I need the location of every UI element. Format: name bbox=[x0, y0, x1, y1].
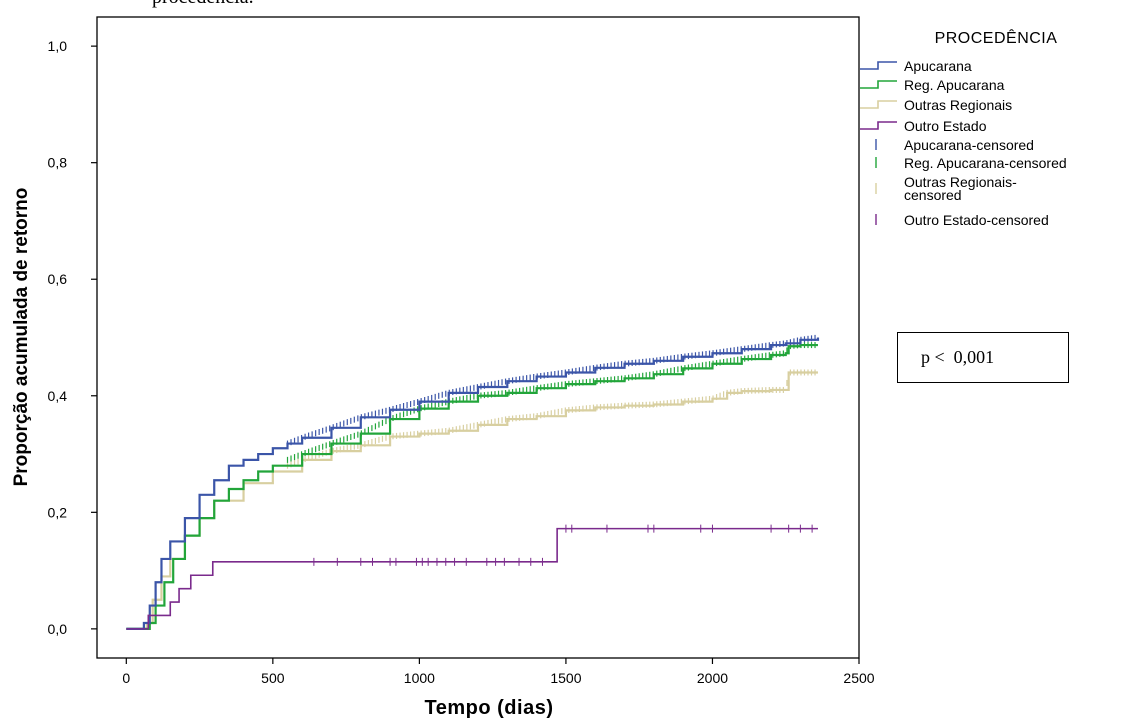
y-axis-label: Proporção acumulada de retorno bbox=[11, 188, 32, 487]
y-tick-label: 1,0 bbox=[48, 38, 68, 54]
x-tick-label: 2000 bbox=[697, 670, 728, 686]
legend-item: Outras Regionais-censored bbox=[875, 174, 1017, 203]
legend-item: Reg. Apucarana-censored bbox=[875, 155, 1067, 171]
legend-swatch bbox=[860, 61, 897, 70]
legend-item: Apucarana-censored bbox=[875, 137, 1034, 153]
legend-item: Outro Estado bbox=[860, 118, 987, 134]
legend-label: Reg. Apucarana-censored bbox=[904, 155, 1067, 171]
legend-label: censored bbox=[904, 187, 962, 203]
series-reg-apucarana bbox=[126, 342, 818, 630]
legend-label: Outro Estado bbox=[904, 118, 987, 134]
legend-label: Apucarana bbox=[904, 58, 972, 74]
x-axis-label: Tempo (dias) bbox=[425, 697, 554, 719]
x-tick-label: 0 bbox=[122, 670, 130, 686]
series-outras-regionais bbox=[126, 369, 818, 630]
censor-marks bbox=[286, 342, 816, 463]
legend-item: Reg. Apucarana bbox=[860, 77, 1005, 93]
x-tick-label: 1500 bbox=[550, 670, 581, 686]
series-line bbox=[126, 337, 820, 630]
p-value-text: p < 0,001 bbox=[921, 347, 995, 367]
legend-item: Outras Regionais bbox=[860, 97, 1012, 113]
series-outro-estado bbox=[126, 524, 818, 630]
legend-swatch bbox=[860, 121, 897, 130]
censor-marks bbox=[286, 369, 816, 469]
legend-label: Outras Regionais bbox=[904, 97, 1012, 113]
y-tick-label: 0,8 bbox=[48, 155, 68, 171]
legend-swatch bbox=[860, 80, 897, 89]
y-tick-label: 0,6 bbox=[48, 271, 68, 287]
axes: 0 500 1000 1500 2000 2500 0,0 0,2 0,4 0,6 0,8 1,0 bbox=[48, 38, 875, 686]
legend-item: Outro Estado-censored bbox=[875, 212, 1049, 228]
legend-swatch bbox=[860, 100, 897, 109]
series-line bbox=[126, 371, 818, 630]
censor-marks bbox=[313, 524, 813, 566]
y-tick-label: 0,0 bbox=[48, 621, 68, 637]
legend: PROCEDÊNCIA Apucarana Reg. Apucarana Outras… bbox=[860, 28, 1067, 228]
legend-item: Apucarana bbox=[860, 58, 972, 74]
caption-fragment: procedência. bbox=[152, 0, 254, 9]
legend-label: Reg. Apucarana bbox=[904, 77, 1005, 93]
legend-title: PROCEDÊNCIA bbox=[935, 28, 1058, 47]
plot-frame bbox=[96, 16, 860, 659]
x-tick-label: 2500 bbox=[843, 670, 874, 686]
series-group bbox=[126, 334, 820, 630]
series-line bbox=[126, 527, 818, 630]
y-tick-label: 0,4 bbox=[48, 388, 68, 404]
legend-label: Apucarana-censored bbox=[904, 137, 1034, 153]
legend-label: Outro Estado-censored bbox=[904, 212, 1049, 228]
series-line bbox=[126, 343, 818, 630]
x-tick-label: 500 bbox=[261, 670, 285, 686]
p-value-box: p < 0,001 bbox=[897, 332, 1069, 383]
legend-label: Outras Regionais- bbox=[904, 174, 1017, 190]
x-tick-label: 1000 bbox=[404, 670, 435, 686]
series-apucarana bbox=[126, 334, 820, 630]
censor-marks bbox=[286, 334, 816, 447]
y-tick-label: 0,2 bbox=[48, 504, 68, 520]
